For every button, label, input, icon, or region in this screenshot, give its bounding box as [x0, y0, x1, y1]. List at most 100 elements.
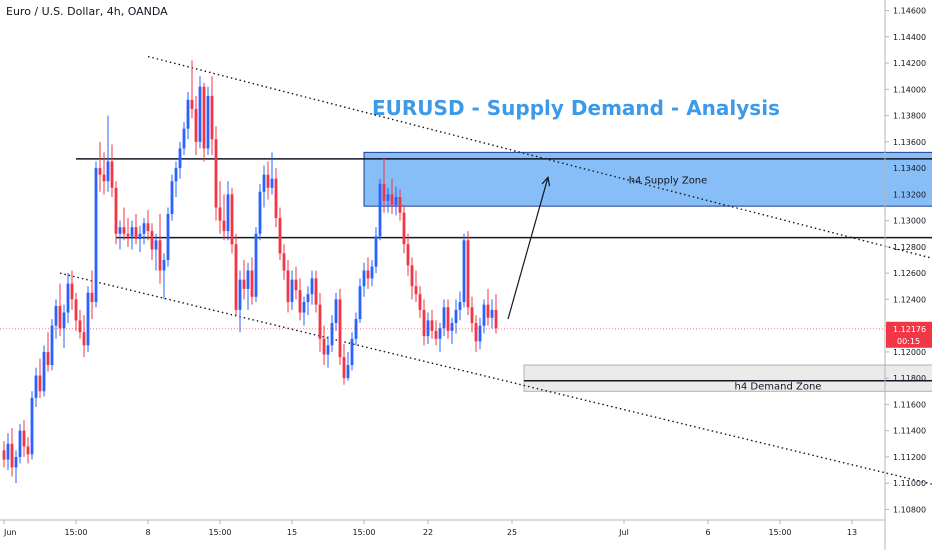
candle-body — [306, 294, 310, 303]
candle-body — [482, 304, 486, 326]
candle-body — [322, 338, 326, 355]
last-price-badge — [886, 321, 932, 348]
y-tick-label: 1.13600 — [893, 138, 926, 147]
x-tick-label: 6 — [705, 528, 710, 537]
candle-body — [150, 231, 154, 250]
candle-body — [454, 309, 458, 324]
candle-body — [234, 244, 238, 310]
candle-body — [158, 240, 162, 271]
candle-body — [162, 260, 166, 271]
candle-body — [446, 307, 450, 331]
candle-body — [142, 223, 146, 234]
candle-body — [386, 194, 390, 201]
y-tick-label: 1.14600 — [893, 7, 926, 16]
candle-body — [258, 191, 262, 234]
candle-body — [222, 220, 226, 232]
candle-body — [414, 286, 418, 295]
candle-body — [262, 174, 266, 192]
candle-body — [182, 128, 186, 149]
candle-body — [382, 183, 386, 201]
y-tick-label: 1.12000 — [893, 348, 926, 357]
candle-body — [486, 304, 490, 318]
candle-body — [270, 178, 274, 188]
candle-body — [298, 290, 302, 313]
candle-body — [474, 323, 478, 342]
x-tick-label: 15:00 — [352, 528, 375, 537]
candle-body — [102, 174, 106, 182]
candle-body — [254, 233, 258, 297]
x-tick-label: 15 — [287, 528, 297, 537]
candle-body — [338, 299, 342, 358]
candle-body — [22, 430, 26, 447]
candle-body — [110, 161, 114, 188]
supply-zone-label: h4 Supply Zone — [629, 175, 708, 186]
candle-body — [350, 338, 354, 366]
candle-body — [362, 270, 366, 287]
candle-body — [290, 279, 294, 303]
y-tick-label: 1.11000 — [893, 479, 926, 488]
candle-body — [266, 174, 270, 188]
candle-body — [82, 332, 86, 346]
candle-body — [166, 214, 170, 260]
candle-body — [18, 430, 22, 457]
candle-body — [242, 279, 246, 289]
candle-body — [170, 181, 174, 215]
candle-body — [38, 375, 42, 392]
candle-body — [78, 320, 82, 333]
candle-body — [94, 168, 98, 303]
candle-body — [90, 292, 94, 303]
candle-body — [114, 187, 118, 234]
candle-body — [278, 217, 282, 254]
candle-body — [50, 325, 54, 366]
candle-body — [366, 270, 370, 279]
y-tick-label: 1.11600 — [893, 400, 926, 409]
candle-body — [46, 351, 50, 366]
candle-body — [314, 278, 318, 305]
supply-zone — [363, 151, 932, 207]
candle-body — [58, 305, 62, 329]
candle-body — [458, 302, 462, 310]
candle-body — [130, 227, 134, 237]
candle-body — [418, 294, 422, 310]
candle-body — [26, 446, 30, 455]
y-tick-label: 1.11200 — [893, 453, 926, 462]
candle-body — [186, 99, 190, 129]
trendline-1 — [147, 55, 932, 259]
candle-body — [126, 233, 130, 237]
candle-body — [146, 223, 150, 232]
candle-body — [478, 325, 482, 342]
candle-body — [118, 227, 122, 234]
candle-body — [98, 168, 102, 175]
candle-body — [198, 86, 202, 142]
candle-body — [318, 304, 322, 339]
x-tick-label: 15:00 — [768, 528, 791, 537]
y-tick-label: 1.12800 — [893, 243, 926, 252]
y-tick-label: 1.10800 — [893, 505, 926, 514]
candle-body — [282, 253, 286, 271]
instrument-header: Euro / U.S. Dollar, 4h, OANDA — [6, 5, 168, 18]
candle-body — [250, 270, 254, 297]
candle-body — [238, 279, 242, 310]
candle-body — [470, 307, 474, 324]
candle-body — [434, 330, 438, 339]
candle-body — [174, 168, 178, 182]
candle-body — [354, 319, 358, 339]
candle-body — [70, 283, 74, 300]
candle-body — [494, 309, 498, 329]
candle-body — [66, 283, 70, 313]
x-tick-label: 15:00 — [208, 528, 231, 537]
candle-body — [442, 307, 446, 329]
candle-body — [202, 86, 206, 149]
candle-body — [54, 305, 58, 326]
candle-body — [450, 323, 454, 331]
candle-body — [410, 265, 414, 287]
candle-body — [6, 443, 10, 460]
candle-body — [462, 240, 466, 303]
candle-body — [334, 299, 338, 324]
candle-body — [490, 309, 494, 318]
candle-body — [2, 450, 6, 460]
y-tick-label: 1.11400 — [893, 427, 926, 436]
candle-body — [246, 270, 250, 289]
candle-body — [374, 236, 378, 267]
